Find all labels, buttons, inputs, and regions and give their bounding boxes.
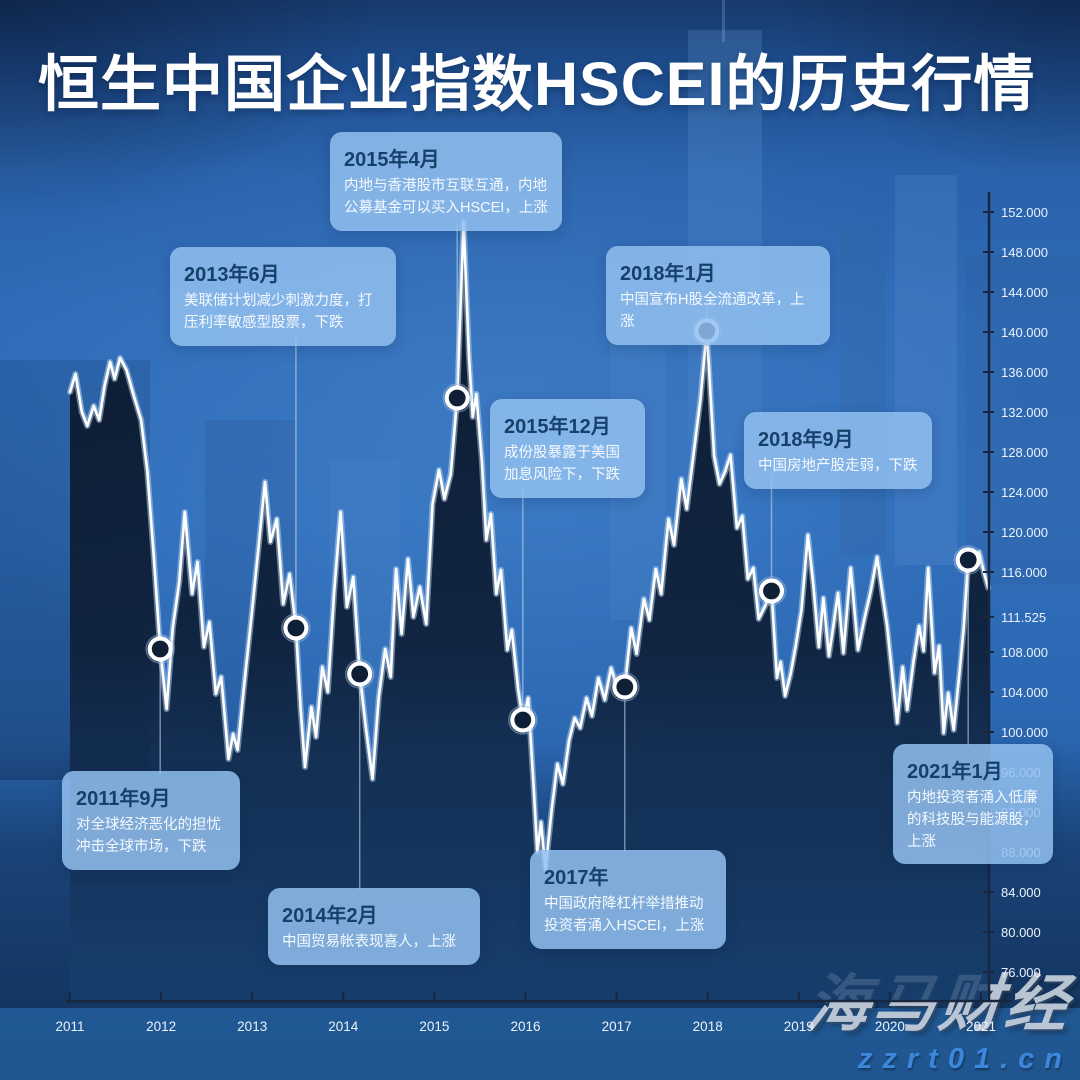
event-marker: [955, 547, 981, 573]
y-tick-label: 152.000: [1001, 205, 1048, 220]
y-tick-label: 120.000: [1001, 525, 1048, 540]
event-marker: [283, 615, 309, 641]
annotation-card-a2018-01: 2018年1月中国宣布H股全流通改革，上涨: [606, 246, 830, 345]
annotation-title: 2015年4月: [344, 149, 440, 171]
event-marker-halo: [953, 545, 983, 575]
event-marker-halo: [145, 634, 175, 664]
annotation-title: 2021年1月: [907, 761, 1003, 783]
x-tick-label: 2016: [510, 1019, 540, 1034]
x-tick-label: 2021: [966, 1019, 996, 1034]
y-tick-label: 80.000: [1001, 925, 1041, 940]
annotation-card-a2017: 2017年中国政府降杠杆举措推动投资者涌入HSCEI，上涨: [530, 850, 726, 949]
y-tick-label: 136.000: [1001, 365, 1048, 380]
event-marker-halo: [281, 613, 311, 643]
event-marker-halo: [442, 383, 472, 413]
y-tick-label: 140.000: [1001, 325, 1048, 340]
event-marker-halo: [756, 576, 787, 606]
annotation-title: 2013年6月: [184, 264, 280, 286]
annotation-title: 2017年: [544, 867, 609, 889]
annotation-body: 成份股暴露于美国加息风险下，下跌: [504, 445, 620, 483]
annotation-body: 中国政府降杠杆举措推动投资者涌入HSCEI，上涨: [544, 896, 705, 934]
x-tick-label: 2020: [875, 1019, 905, 1034]
event-marker-halo: [508, 705, 538, 735]
annotation-card-a2015-12: 2015年12月成份股暴露于美国加息风险下，下跌: [490, 399, 645, 498]
annotation-card-a2013-06: 2013年6月美联储计划减少刺激力度，打压利率敏感型股票，下跌: [170, 247, 396, 346]
annotation-title: 2014年2月: [282, 905, 378, 927]
event-marker: [147, 636, 173, 662]
annotation-body: 内地投资者涌入低廉的科技股与能源股，上涨: [907, 790, 1038, 850]
annotation-card-a2018-09: 2018年9月中国房地产股走弱，下跌: [744, 412, 932, 489]
x-tick-label: 2019: [784, 1019, 814, 1034]
x-tick-label: 2018: [693, 1019, 723, 1034]
x-tick-label: 2017: [602, 1019, 632, 1034]
y-tick-label: 104.000: [1001, 685, 1048, 700]
annotation-card-a2015-04: 2015年4月内地与香港股市互联互通，内地公募基金可以买入HSCEI，上涨: [330, 132, 562, 231]
event-marker-halo: [344, 659, 375, 689]
annotation-title: 2018年9月: [758, 429, 854, 451]
y-tick-label: 111.525: [1001, 610, 1046, 625]
annotation-body: 对全球经济恶化的担忧冲击全球市场，下跌: [76, 817, 221, 855]
annotation-title: 2015年12月: [504, 416, 611, 438]
annotation-body: 中国宣布H股全流通改革，上涨: [620, 292, 805, 330]
y-tick-label: 116.000: [1001, 565, 1047, 580]
annotation-card-a2011-09: 2011年9月对全球经济恶化的担忧冲击全球市场，下跌: [62, 771, 240, 870]
y-tick-label: 84.000: [1001, 885, 1041, 900]
y-tick-label: 76.000: [1001, 965, 1041, 980]
watermark: 海马财经 zzrt01.cn: [804, 953, 1075, 1076]
watermark-site: zzrt01.cn: [857, 1043, 1072, 1075]
event-marker: [510, 707, 536, 733]
annotation-body: 内地与香港股市互联互通，内地公募基金可以买入HSCEI，上涨: [344, 178, 548, 216]
annotation-body: 美联储计划减少刺激力度，打压利率敏感型股票，下跌: [184, 293, 373, 331]
y-tick-label: 128.000: [1001, 445, 1048, 460]
y-tick-label: 132.000: [1001, 405, 1048, 420]
y-tick-label: 148.000: [1001, 245, 1048, 260]
y-tick-label: 144.000: [1001, 285, 1048, 300]
annotation-card-a2021-01: 2021年1月内地投资者涌入低廉的科技股与能源股，上涨: [893, 744, 1053, 865]
annotation-title: 2018年1月: [620, 263, 716, 285]
x-tick-label: 2014: [328, 1019, 359, 1034]
x-tick-label: 2015: [419, 1019, 449, 1034]
x-tick-label: 2013: [237, 1019, 267, 1034]
x-tick-label: 2012: [146, 1019, 176, 1034]
page-title: 恒生中国企业指数HSCEI的历史行情: [38, 50, 1036, 118]
event-marker: [444, 385, 470, 411]
hscei-line: [68, 220, 990, 871]
annotation-body: 中国贸易帐表现喜人，上涨: [282, 934, 456, 950]
y-tick-label: 124.000: [1001, 485, 1048, 500]
event-marker: [347, 661, 373, 687]
annotation-body: 中国房地产股走弱，下跌: [758, 458, 918, 474]
annotation-title: 2011年9月: [76, 788, 171, 810]
annotation-card-a2014-02: 2014年2月中国贸易帐表现喜人，上涨: [268, 888, 480, 965]
event-marker: [612, 674, 638, 700]
y-tick-label: 108.000: [1001, 645, 1048, 660]
y-tick-label: 100.000: [1001, 725, 1048, 740]
hscei-area-fill: [70, 222, 989, 1001]
event-marker: [758, 578, 785, 604]
x-tick-label: 2011: [55, 1019, 84, 1034]
event-marker-halo: [610, 672, 640, 702]
